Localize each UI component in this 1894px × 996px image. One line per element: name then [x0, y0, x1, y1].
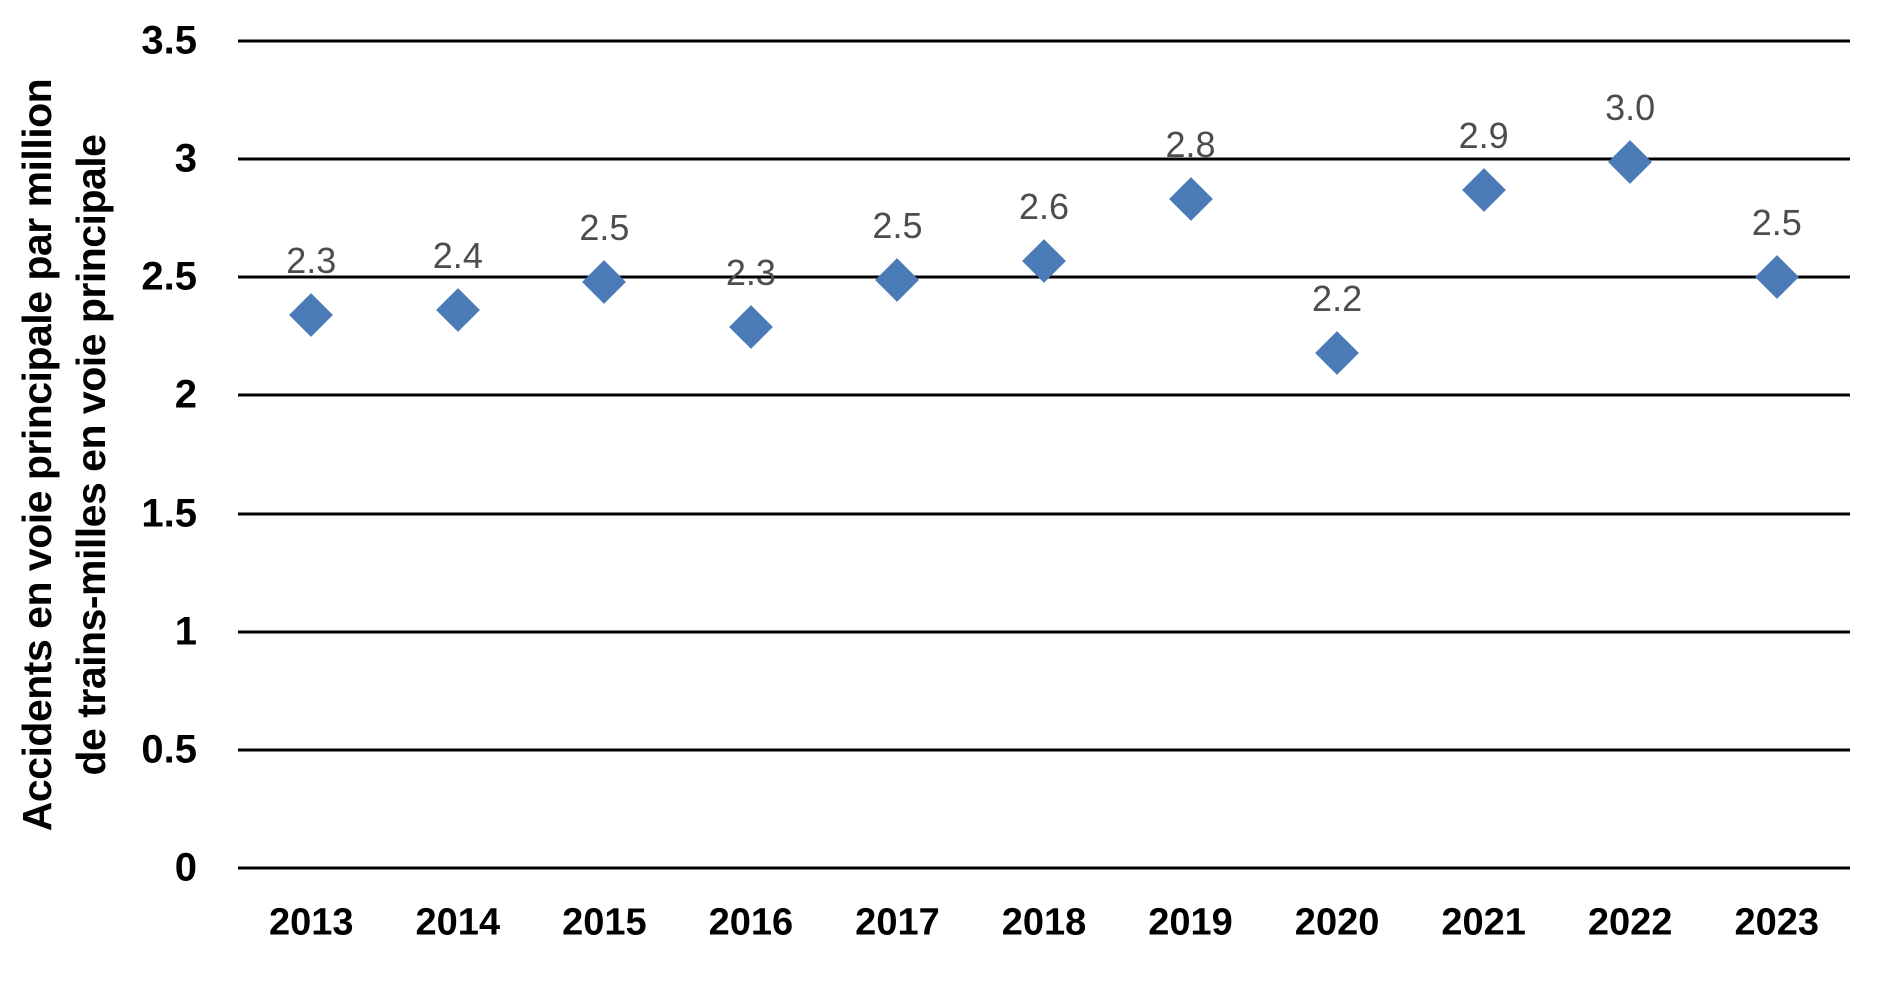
- x-tick-label-2020: 2020: [1294, 901, 1380, 944]
- y-tick-label-0: 0: [174, 845, 197, 890]
- data-label-2015: 2.5: [579, 207, 630, 248]
- y-tick-label-2: 2: [174, 372, 197, 417]
- gridline-1.5: [238, 512, 1850, 516]
- data-label-2021: 2.9: [1458, 114, 1509, 156]
- data-label-2022: 3.0: [1605, 86, 1656, 128]
- gridline-2: [238, 393, 1850, 397]
- plot-area: 2.3 2.4 2.5 2.3 2.5 2.6 2.8 2.2 2.9 3.0 2.5: [238, 39, 1850, 870]
- y-tick-label-3.5: 3.5: [141, 18, 197, 63]
- y-tick-label-2.5: 2.5: [141, 254, 197, 299]
- data-point-2021: [1461, 167, 1506, 212]
- x-tick-label-2021: 2021: [1441, 901, 1526, 944]
- data-label-2016: 2.3: [725, 251, 776, 293]
- y-tick-label-1.5: 1.5: [141, 491, 197, 536]
- y-axis-title: Accidents en voie principale par million…: [10, 79, 118, 831]
- x-tick-label-2018: 2018: [1001, 901, 1087, 944]
- gridline-3: [238, 157, 1850, 161]
- data-point-2015: [582, 260, 627, 304]
- data-label-2023: 2.5: [1751, 202, 1802, 244]
- data-label-2019: 2.8: [1165, 124, 1216, 166]
- x-tick-label-2014: 2014: [415, 901, 501, 944]
- x-tick-label-2016: 2016: [708, 901, 794, 944]
- y-tick-label-1: 1: [174, 609, 197, 654]
- data-point-2019: [1168, 177, 1213, 222]
- data-point-2013: [289, 293, 334, 337]
- x-tick-label-2022: 2022: [1587, 901, 1673, 944]
- data-label-2017: 2.5: [872, 204, 923, 246]
- data-point-2014: [435, 288, 480, 333]
- data-point-2017: [875, 257, 920, 302]
- data-label-2013: 2.3: [286, 240, 337, 282]
- data-point-2023: [1754, 255, 1799, 300]
- data-point-2016: [728, 304, 773, 349]
- gridline-1: [238, 630, 1850, 634]
- data-label-2020: 2.2: [1312, 277, 1363, 319]
- data-point-2022: [1608, 139, 1653, 184]
- x-tick-label-2023: 2023: [1734, 901, 1819, 944]
- y-axis-title-line-1: Accidents en voie principale par million: [14, 78, 60, 832]
- gridline-3.5: [238, 39, 1850, 43]
- x-tick-label-2015: 2015: [562, 901, 647, 944]
- data-label-2018: 2.6: [1018, 185, 1070, 227]
- data-label-2014: 2.4: [432, 235, 483, 277]
- y-tick-label-0.5: 0.5: [141, 727, 197, 772]
- x-tick-label-2017: 2017: [855, 901, 940, 944]
- x-tick-label-2013: 2013: [268, 901, 354, 944]
- gridline-0: [238, 866, 1850, 870]
- y-axis-title-line-2: de trains-milles en voie principale: [68, 134, 114, 776]
- y-tick-label-3: 3: [174, 136, 197, 181]
- data-point-2020: [1315, 330, 1359, 375]
- gridline-0.5: [238, 748, 1850, 752]
- x-tick-label-2019: 2019: [1148, 901, 1233, 944]
